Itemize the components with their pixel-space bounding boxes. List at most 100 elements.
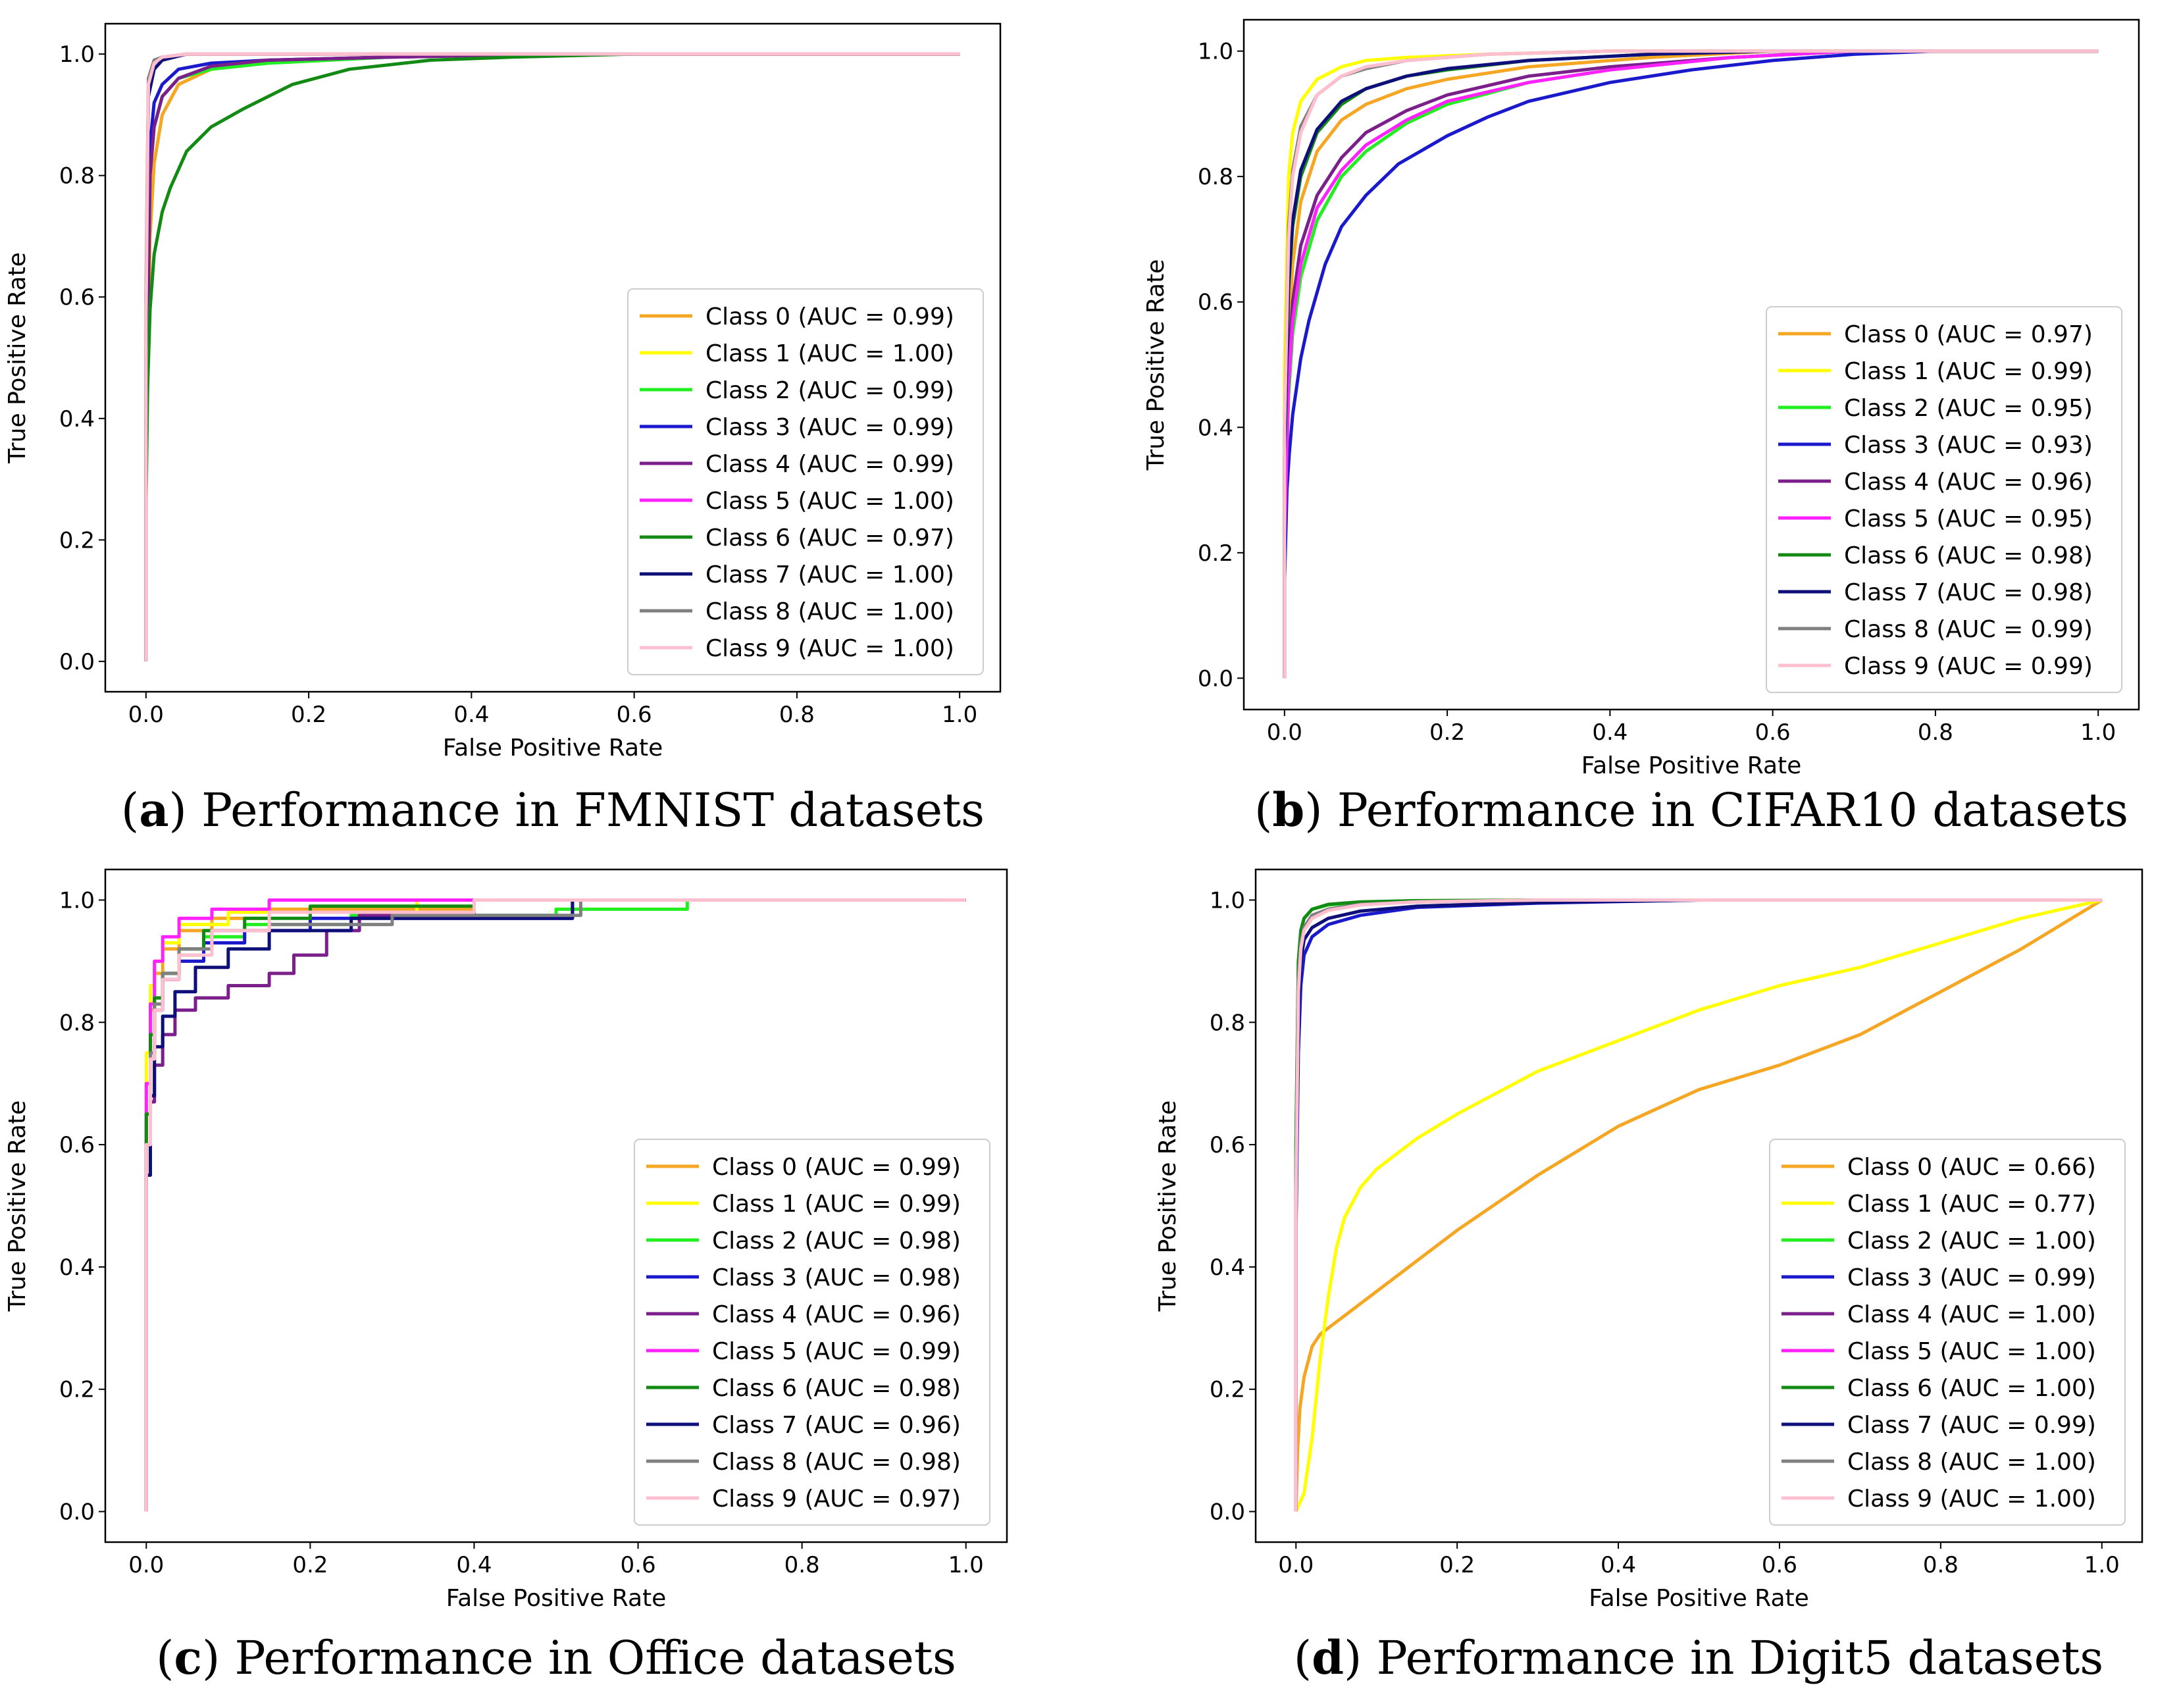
legend-item: Class 3 (AUC = 0.99) xyxy=(640,414,954,441)
caption-title: ) Performance in CIFAR10 datasets xyxy=(1304,783,2128,837)
legend-label: Class 0 (AUC = 0.99) xyxy=(705,303,954,330)
legend-label: Class 7 (AUC = 0.96) xyxy=(712,1412,961,1439)
legend-item: Class 3 (AUC = 0.99) xyxy=(1782,1264,2096,1291)
curves xyxy=(144,898,966,1512)
caption-letter: a xyxy=(139,783,168,837)
legend-label: Class 9 (AUC = 1.00) xyxy=(705,635,954,662)
y-tick-label: 0.0 xyxy=(59,1499,95,1526)
legend-label: Class 5 (AUC = 1.00) xyxy=(705,488,954,515)
panel-caption: (a) Performance in FMNIST datasets xyxy=(121,783,985,837)
legend: Class 0 (AUC = 0.97) Class 1 (AUC = 0.99)… xyxy=(1766,306,2122,693)
x-tick-label: 0.4 xyxy=(453,702,489,728)
panel-d: 0.0 0.2 0.4 0.6 0.8 1.0 0.0 0.2 0.4 0.6 0.8 1.0 Fals… xyxy=(1154,868,2143,1685)
roc-curve-class-5 xyxy=(1283,49,2099,679)
legend-item: Class 4 (AUC = 0.99) xyxy=(640,451,954,478)
caption-letter: d xyxy=(1312,1630,1344,1685)
legend-label: Class 0 (AUC = 0.99) xyxy=(712,1154,961,1181)
legend-item: Class 5 (AUC = 0.99) xyxy=(646,1338,961,1365)
legend-item: Class 6 (AUC = 1.00) xyxy=(1782,1375,2096,1402)
axes-frame xyxy=(1243,18,2140,711)
legend-label: Class 9 (AUC = 0.97) xyxy=(712,1486,961,1513)
legend-label: Class 0 (AUC = 0.66) xyxy=(1847,1154,2096,1181)
x-tick-label: 0.2 xyxy=(292,1552,328,1578)
legend-label: Class 4 (AUC = 0.99) xyxy=(705,451,954,478)
legend-label: Class 6 (AUC = 1.00) xyxy=(1847,1375,2096,1402)
roc-curve-class-4 xyxy=(144,898,966,1512)
caption-prefix: ( xyxy=(1254,783,1272,837)
legend-box xyxy=(1769,1139,2126,1526)
y-axis-label: True Positive Rate xyxy=(4,1100,31,1312)
x-tick-label: 0.0 xyxy=(128,702,164,728)
legend-item: Class 1 (AUC = 1.00) xyxy=(640,340,954,367)
legend-label: Class 8 (AUC = 1.00) xyxy=(705,598,954,625)
y-tick-label: 0.6 xyxy=(1198,290,1233,316)
y-tick-label: 0.8 xyxy=(1198,164,1233,190)
legend-item: Class 0 (AUC = 0.66) xyxy=(1782,1154,2096,1181)
legend-label: Class 8 (AUC = 1.00) xyxy=(1847,1449,2096,1476)
roc-curve-class-9 xyxy=(1294,898,2102,1512)
x-axis-label: False Positive Rate xyxy=(1589,1585,1809,1612)
legend-item: Class 8 (AUC = 0.98) xyxy=(646,1449,961,1476)
legend-label: Class 7 (AUC = 0.99) xyxy=(1847,1412,2096,1439)
y-axis-label: True Positive Rate xyxy=(1154,1100,1181,1312)
legend-item: Class 4 (AUC = 1.00) xyxy=(1782,1301,2096,1328)
legend-label: Class 9 (AUC = 1.00) xyxy=(1847,1486,2096,1513)
roc-curve-class-8 xyxy=(144,898,966,1512)
x-tick-label: 0.2 xyxy=(1439,1552,1475,1578)
x-tick-label: 1.0 xyxy=(942,702,977,728)
legend-item: Class 9 (AUC = 0.99) xyxy=(1778,653,2093,680)
y-tick-label: 0.8 xyxy=(1210,1010,1245,1036)
y-tick-label: 0.4 xyxy=(1198,415,1233,441)
legend-item: Class 0 (AUC = 0.99) xyxy=(640,303,954,330)
x-tick-label: 0.8 xyxy=(1923,1552,1959,1578)
y-tick-label: 0.0 xyxy=(1198,665,1233,692)
legend-label: Class 3 (AUC = 0.93) xyxy=(1844,432,2093,459)
roc-curve-class-4 xyxy=(144,52,960,661)
y-tick-label: 1.0 xyxy=(1210,887,1245,914)
legend-item: Class 2 (AUC = 0.98) xyxy=(646,1228,961,1255)
y-tick-label: 0.0 xyxy=(59,649,95,675)
x-axis-label: False Positive Rate xyxy=(443,735,663,762)
legend-item: Class 6 (AUC = 0.98) xyxy=(646,1375,961,1402)
y-tick-label: 0.0 xyxy=(1210,1499,1245,1526)
legend-item: Class 4 (AUC = 0.96) xyxy=(1778,469,2093,496)
y-axis-label: True Positive Rate xyxy=(4,252,31,464)
legend-item: Class 0 (AUC = 0.99) xyxy=(646,1154,961,1181)
x-tick-label: 0.8 xyxy=(779,702,815,728)
legend-label: Class 2 (AUC = 0.99) xyxy=(705,377,954,404)
legend-item: Class 7 (AUC = 0.96) xyxy=(646,1412,961,1439)
legend-item: Class 1 (AUC = 0.77) xyxy=(1782,1191,2096,1218)
panel-a: 0.0 0.2 0.4 0.6 0.8 1.0 0.0 0.2 0.4 0.6 0.8 1.0 Fals… xyxy=(4,22,1002,837)
roc-curve-class-9 xyxy=(144,52,960,661)
legend-label: Class 1 (AUC = 1.00) xyxy=(705,340,954,367)
legend-item: Class 7 (AUC = 1.00) xyxy=(640,561,954,588)
y-tick-label: 0.4 xyxy=(1210,1255,1245,1281)
x-tick-label: 0.2 xyxy=(291,702,326,728)
panel-b: 0.0 0.2 0.4 0.6 0.8 1.0 0.0 0.2 0.4 0.6 0.8 1.0 Fals… xyxy=(1142,18,2140,837)
legend-item: Class 2 (AUC = 0.95) xyxy=(1778,395,2093,422)
curves xyxy=(1294,898,2103,1513)
y-tick-label: 0.2 xyxy=(59,527,95,554)
legend-label: Class 7 (AUC = 1.00) xyxy=(705,561,954,588)
legend-item: Class 8 (AUC = 1.00) xyxy=(640,598,954,625)
legend-item: Class 0 (AUC = 0.97) xyxy=(1778,321,2093,348)
legend-label: Class 2 (AUC = 0.98) xyxy=(712,1228,961,1255)
legend-label: Class 0 (AUC = 0.97) xyxy=(1844,321,2093,348)
x-tick-label: 0.0 xyxy=(1267,719,1302,746)
legend-label: Class 8 (AUC = 0.98) xyxy=(712,1449,961,1476)
legend-item: Class 6 (AUC = 0.98) xyxy=(1778,542,2093,569)
caption-title: ) Performance in FMNIST datasets xyxy=(169,783,985,837)
x-tick-label: 1.0 xyxy=(948,1552,984,1578)
x-tick-label: 0.8 xyxy=(784,1552,820,1578)
legend-label: Class 8 (AUC = 0.99) xyxy=(1844,616,2093,643)
legend-item: Class 7 (AUC = 0.98) xyxy=(1778,579,2093,606)
y-tick-label: 0.2 xyxy=(1198,540,1233,567)
legend-item: Class 1 (AUC = 0.99) xyxy=(646,1191,961,1218)
roc-curve-class-6 xyxy=(144,52,960,661)
panel-caption: (d) Performance in Digit5 datasets xyxy=(1294,1630,2103,1685)
y-tick-label: 0.2 xyxy=(1210,1377,1245,1403)
legend-item: Class 1 (AUC = 0.99) xyxy=(1778,358,2093,385)
y-tick-label: 0.4 xyxy=(59,1255,95,1281)
curves xyxy=(144,52,960,661)
legend-item: Class 2 (AUC = 1.00) xyxy=(1782,1228,2096,1255)
